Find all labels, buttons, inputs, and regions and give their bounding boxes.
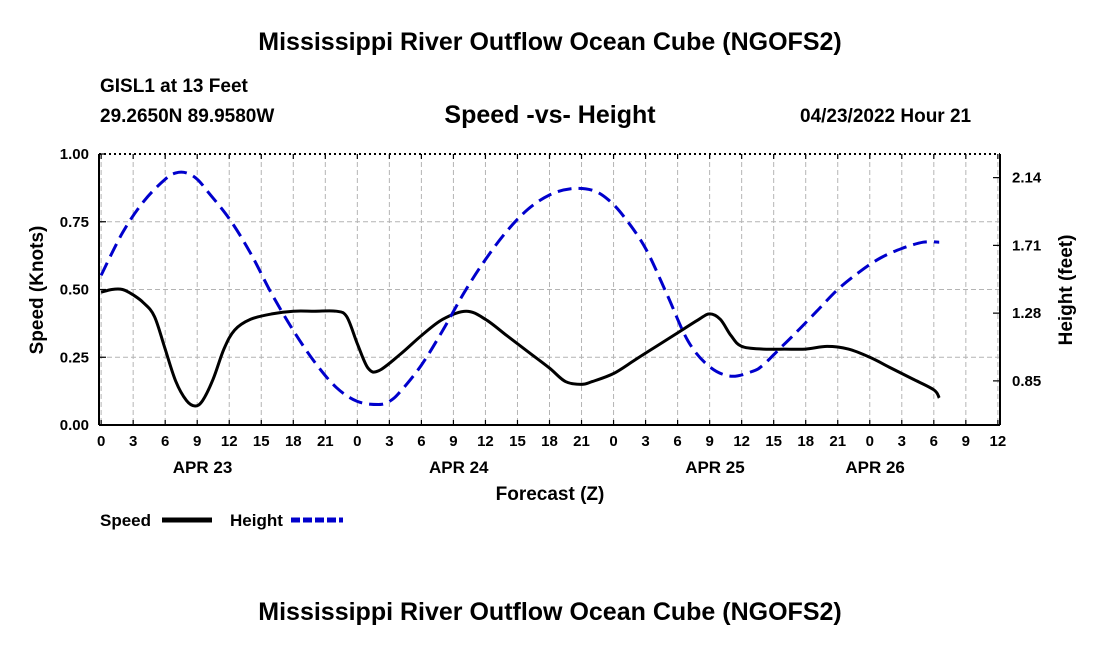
x-tick-label: 3 [898,433,906,450]
x-tick-label: 3 [129,433,137,450]
height-series-line [99,170,940,406]
x-tick-label: 15 [765,433,782,450]
forecast-datetime: 04/23/2022 Hour 21 [800,106,972,127]
y2-tick-label: 1.28 [1012,305,1041,322]
date-label: APR 23 [173,458,233,477]
x-tick-label: 9 [705,433,713,450]
station-label: GISL1 at 13 Feet [100,76,248,97]
x-tick-label: 0 [609,433,617,450]
x-tick-label: 18 [541,433,558,450]
x-tick-label: 21 [829,433,846,450]
x-tick-label: 6 [930,433,938,450]
y2-axis-title: Height (feet) [1056,235,1077,346]
y-tick-label: 1.00 [60,146,89,163]
x-tick-label: 6 [417,433,425,450]
legend-label-speed: Speed [100,511,151,530]
footer-title: Mississippi River Outflow Ocean Cube (NG… [258,598,842,626]
date-label: APR 26 [845,458,905,477]
y-tick-label: 0.50 [60,282,89,299]
chart-subtitle: Speed -vs- Height [444,101,656,129]
x-tick-label: 0 [353,433,361,450]
y2-tick-label: 1.71 [1012,237,1041,254]
x-tick-label: 21 [573,433,590,450]
x-tick-label: 0 [97,433,105,450]
x-tick-label: 21 [317,433,334,450]
x-tick-label: 6 [673,433,681,450]
legend-label-height: Height [230,511,283,530]
date-label: APR 25 [685,458,745,477]
coordinates-label: 29.2650N 89.9580W [100,106,275,127]
y2-tick-label: 2.14 [1012,170,1042,187]
x-tick-label: 15 [253,433,270,450]
x-axis-title: Forecast (Z) [496,484,605,505]
speed-series-line [100,287,941,408]
x-tick-label: 6 [161,433,169,450]
x-tick-label: 9 [449,433,457,450]
x-tick-label: 9 [193,433,201,450]
date-label: APR 24 [429,458,489,477]
x-tick-label: 12 [221,433,238,450]
x-tick-label: 3 [385,433,393,450]
x-tick-label: 18 [285,433,302,450]
x-tick-label: 15 [509,433,526,450]
x-tick-label: 12 [733,433,750,450]
x-tick-label: 12 [477,433,494,450]
y2-tick-label: 0.85 [1012,373,1041,390]
y-tick-label: 0.00 [60,417,89,434]
y-axis-title: Speed (Knots) [27,226,48,355]
x-tick-label: 9 [962,433,970,450]
x-tick-label: 3 [641,433,649,450]
y-tick-label: 0.75 [60,214,89,231]
x-tick-label: 12 [990,433,1007,450]
y-tick-label: 0.25 [60,349,89,366]
x-tick-label: 0 [866,433,874,450]
main-title: Mississippi River Outflow Ocean Cube (NG… [258,28,842,56]
x-tick-label: 18 [797,433,814,450]
